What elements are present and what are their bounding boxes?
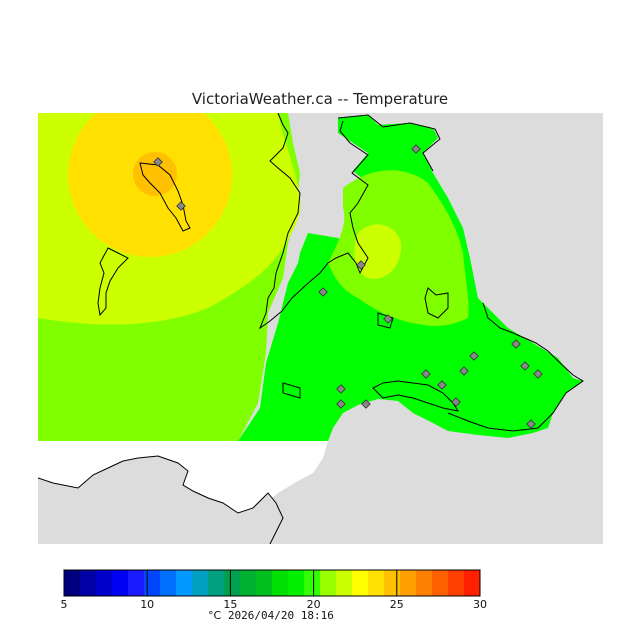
legend-swatch	[224, 570, 241, 596]
legend-swatch	[352, 570, 369, 596]
station-marker	[511, 339, 521, 349]
legend-tick-label: 15	[223, 598, 237, 611]
temp-zone-yellowgreen-east	[354, 224, 402, 279]
legend-swatch	[336, 570, 353, 596]
station-marker	[459, 366, 469, 376]
legend-swatch	[240, 570, 257, 596]
station-marker	[153, 157, 163, 167]
observation-timestamp: 2026/04/20 18:16	[227, 609, 334, 622]
station-marker	[361, 399, 371, 409]
temperature-map	[38, 113, 603, 544]
legend-swatch	[416, 570, 433, 596]
station-marker	[437, 380, 447, 390]
land-olympic-peninsula	[38, 456, 283, 544]
station-marker	[451, 397, 461, 407]
legend-swatch	[368, 570, 385, 596]
station-marker	[469, 351, 479, 361]
legend-swatch	[256, 570, 273, 596]
legend-tick-label: 30	[473, 598, 487, 611]
station-marker	[356, 260, 366, 270]
legend-swatch	[448, 570, 465, 596]
station-marker	[383, 314, 393, 324]
legend-swatch	[160, 570, 177, 596]
legend-tick-label: 10	[140, 598, 154, 611]
legend-unit: °C	[208, 609, 222, 622]
station-marker	[336, 384, 346, 394]
legend-swatch	[208, 570, 225, 596]
legend-swatch	[96, 570, 113, 596]
legend-swatches	[64, 570, 481, 596]
legend-swatch	[432, 570, 449, 596]
station-marker	[176, 201, 186, 211]
legend-swatch	[400, 570, 417, 596]
station-marker	[533, 369, 543, 379]
legend-tick-label: 20	[307, 598, 321, 611]
station-marker	[411, 144, 421, 154]
legend-swatch	[384, 570, 401, 596]
station-marker	[318, 287, 328, 297]
legend-swatch	[80, 570, 97, 596]
legend-tick-label: 5	[61, 598, 68, 611]
legend-swatch	[192, 570, 209, 596]
legend-swatch	[304, 570, 321, 596]
legend-swatch	[112, 570, 129, 596]
legend-ticks: 5 10 15 20 25 30	[61, 570, 487, 611]
weather-stations	[153, 144, 543, 429]
legend-swatch	[272, 570, 289, 596]
legend-swatch	[464, 570, 481, 596]
color-scale-legend: 5 10 15 20 25 30 °C	[61, 569, 487, 622]
station-marker	[421, 369, 431, 379]
legend-swatch	[128, 570, 145, 596]
station-marker	[520, 361, 530, 371]
legend-tick-label: 25	[390, 598, 404, 611]
temp-zone-orange-hotspot	[133, 152, 177, 196]
legend-swatch	[320, 570, 337, 596]
legend-swatch	[176, 570, 193, 596]
map-title: VictoriaWeather.ca -- Temperature	[191, 90, 449, 108]
station-marker	[336, 399, 346, 409]
legend-swatch	[288, 570, 305, 596]
station-marker	[526, 419, 536, 429]
legend-swatch	[144, 570, 161, 596]
legend-swatch	[64, 570, 81, 596]
